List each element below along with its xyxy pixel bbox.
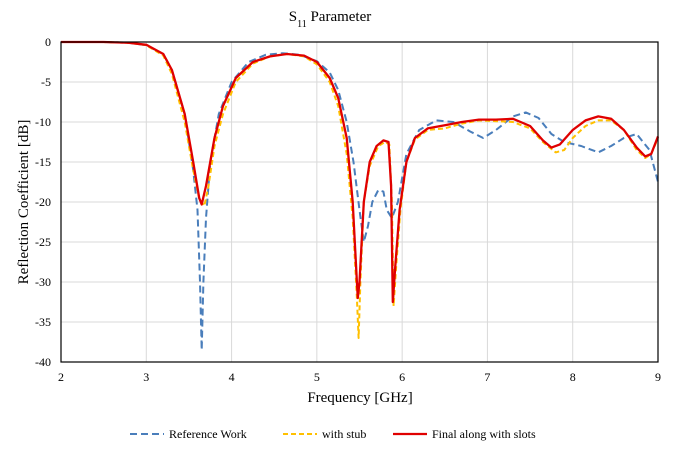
title-main: S [289, 9, 297, 25]
y-tick-label: -15 [35, 155, 51, 169]
plot-border [60, 41, 659, 363]
series-line-1 [61, 41, 659, 351]
legend-label-1: Reference Work [169, 427, 247, 441]
x-tick-label: 2 [58, 370, 64, 384]
series-line-2 [61, 41, 659, 339]
y-tick-label: -5 [41, 75, 51, 89]
series-layer [61, 40, 660, 351]
x-tick-label: 5 [314, 370, 320, 384]
chart-title: S11 Parameter [289, 9, 372, 30]
legend: Reference Work with stub Final along with … [130, 427, 536, 441]
x-tick-label: 9 [655, 370, 661, 384]
x-axis-title: Frequency [GHz] [307, 390, 412, 406]
x-tick-label: 4 [229, 370, 235, 384]
y-axis-title: Reflection Coefficient [dB] [16, 120, 32, 285]
y-tick-label: 0 [45, 35, 51, 49]
legend-label-3: Final along with slots [432, 427, 536, 441]
title-rest: Parameter [307, 9, 372, 25]
x-tick-label: 3 [143, 370, 149, 384]
y-tick-label: -20 [35, 195, 51, 209]
y-tick-label: -10 [35, 115, 51, 129]
y-tick-label: -35 [35, 315, 51, 329]
y-tick-label: -30 [35, 275, 51, 289]
title-subscript: 11 [297, 19, 307, 30]
y-tick-labels: 0 -5 -10 -15 -20 -25 -30 -35 -40 [35, 35, 51, 369]
x-tick-label: 7 [484, 370, 490, 384]
series-line-3 [61, 40, 660, 304]
legend-label-2: with stub [322, 427, 366, 441]
x-tick-label: 6 [399, 370, 405, 384]
y-tick-label: -40 [35, 355, 51, 369]
y-tick-label: -25 [35, 235, 51, 249]
x-tick-label: 8 [570, 370, 576, 384]
x-tick-labels: 2 3 4 5 6 7 8 9 [58, 370, 661, 384]
